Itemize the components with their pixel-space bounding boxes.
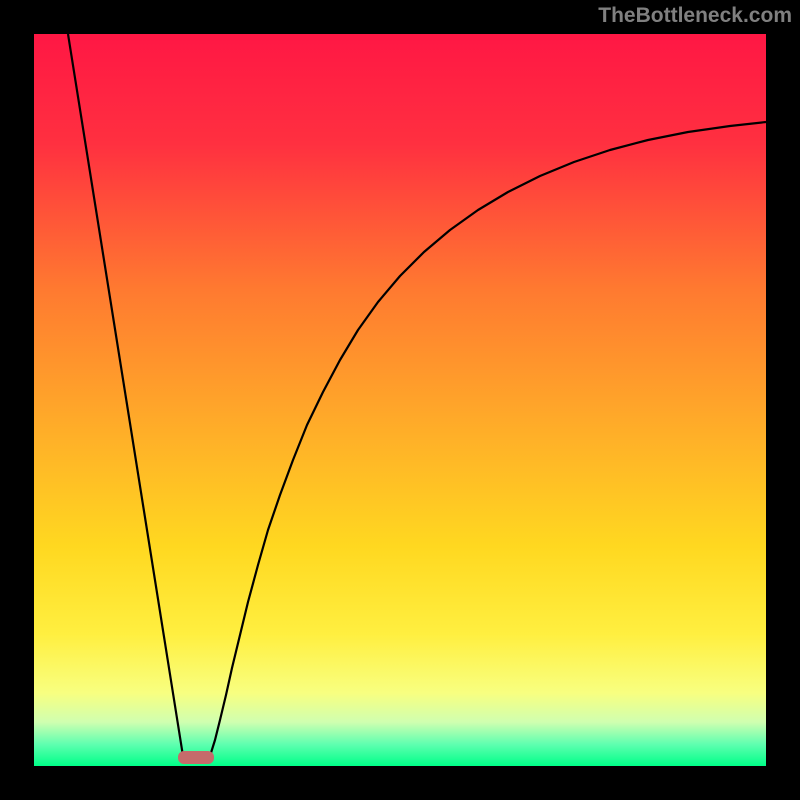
bottleneck-chart bbox=[0, 0, 800, 800]
gradient-fill bbox=[34, 34, 766, 766]
bottleneck-marker bbox=[178, 751, 214, 764]
chart-svg bbox=[0, 0, 800, 800]
watermark-text: TheBottleneck.com bbox=[598, 4, 792, 28]
